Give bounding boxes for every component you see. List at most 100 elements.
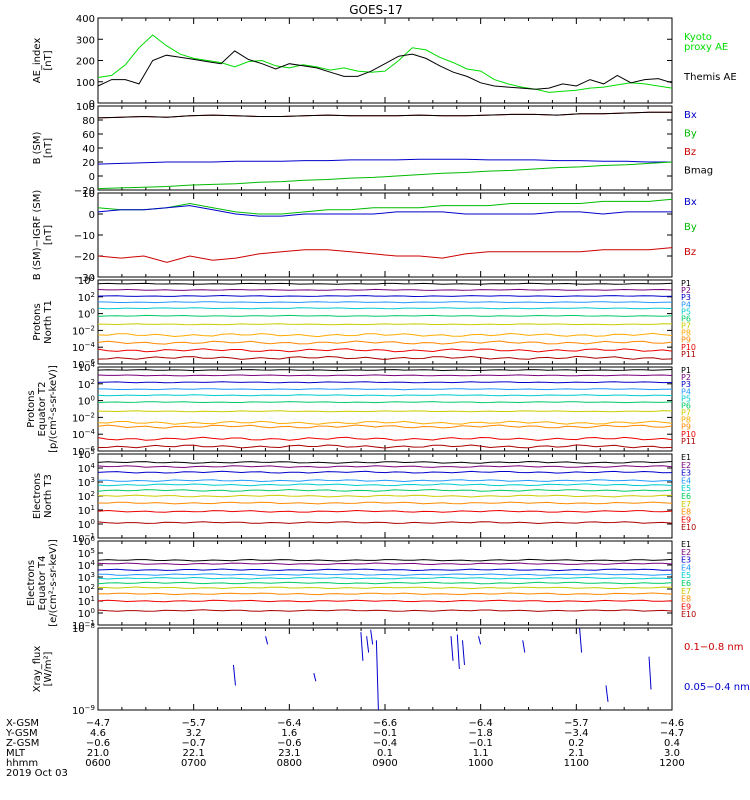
- xray-burst: [366, 636, 370, 653]
- channel-label: P3: [681, 380, 691, 389]
- channel-line: [97, 294, 673, 298]
- xray-burst: [605, 685, 609, 702]
- y-axis-label: Equator T2: [37, 382, 48, 437]
- panel-frame: [97, 192, 673, 278]
- ephemeris-value: 0.2: [568, 738, 584, 749]
- panel-xray: 10−8 10−9 Xray_flux [W/m²] 0.1−0.8 nm 0.05−0.…: [32, 622, 750, 717]
- y-tick-label: 10−1: [72, 532, 95, 545]
- xray-burst: [360, 632, 364, 661]
- ephemeris-value: 21.0: [87, 748, 109, 759]
- channel-label: E2: [681, 548, 691, 557]
- channel-label: E5: [681, 571, 691, 580]
- channel-line: [97, 314, 673, 317]
- y-tick-label: 300: [76, 35, 95, 46]
- series-line: [97, 198, 673, 215]
- channel-label: P7: [681, 322, 691, 331]
- channel-label: E8: [681, 508, 691, 517]
- channel-label: E4: [681, 476, 691, 485]
- legend-entry: By: [684, 222, 697, 233]
- channel-label: E1: [681, 453, 691, 462]
- y-axis-label: North T1: [43, 300, 54, 344]
- y-tick-label: 100: [78, 308, 95, 321]
- channel-label: P1: [681, 279, 691, 288]
- y-axis-label: Protons: [26, 390, 37, 427]
- ephemeris-value: 3.0: [664, 748, 680, 759]
- channel-line: [97, 465, 673, 469]
- ephemeris-value: 0.1: [377, 748, 393, 759]
- y-axis-label: North T3: [43, 474, 54, 518]
- ephemeris-row-label: X-GSM: [6, 718, 39, 729]
- series-line: [97, 50, 673, 90]
- y-tick-label: 100: [78, 607, 95, 620]
- xray-burst: [232, 664, 236, 686]
- ephemeris-value: 23.1: [278, 748, 300, 759]
- y-tick-label: 105: [78, 547, 95, 560]
- channel-line: [97, 307, 673, 310]
- y-tick-label: 10−1: [72, 619, 95, 632]
- xray-burst: [375, 640, 379, 711]
- channel-label: P4: [681, 300, 691, 309]
- y-axis-label: Xray_flux: [32, 646, 43, 693]
- channel-line: [97, 424, 673, 429]
- ephemeris-value: −3.4: [564, 728, 588, 739]
- y-tick-label: 103: [78, 571, 95, 584]
- channel-label: P9: [681, 336, 691, 345]
- channel-label: E3: [681, 469, 691, 478]
- ephemeris-value: −0.6: [277, 738, 301, 749]
- channel-label: E10: [681, 523, 696, 532]
- y-tick-label: 102: [78, 490, 95, 503]
- y-tick-label: −20: [74, 186, 95, 197]
- ephemeris-row-label: hhmm: [6, 758, 38, 769]
- y-tick-label: 400: [76, 14, 95, 25]
- y-tick-label: 10−8: [72, 622, 95, 635]
- channel-line: [98, 573, 673, 576]
- y-tick-label: 102: [78, 583, 95, 596]
- channel-label: P5: [681, 394, 691, 403]
- ephemeris-table: X-GSM −4.7 −5.7 −6.4 −6.6 −6.4 −5.7 −4.6 Y-GSM 4.…: [5, 718, 685, 779]
- ephemeris-value: 3.2: [186, 728, 202, 739]
- channel-label: P7: [681, 409, 691, 418]
- channel-line: [97, 568, 673, 572]
- channel-line: [97, 521, 673, 525]
- channel-line: [97, 479, 673, 483]
- channel-line: [97, 509, 673, 513]
- channel-line: [97, 374, 673, 377]
- legend-entry: Bx: [684, 110, 697, 121]
- channel-line: [97, 301, 673, 304]
- ephemeris-value: −4.7: [660, 728, 684, 739]
- channel-label: E7: [681, 587, 691, 596]
- channel-line: [97, 576, 673, 580]
- y-tick-label: 40: [82, 144, 95, 155]
- channel-label: E4: [681, 563, 691, 572]
- plot-title: GOES-17: [349, 3, 403, 17]
- channel-line: [97, 323, 673, 326]
- panel-protons-t2: 104 102 100 10−2 10−4 10−6 Protons Equator T2 [p…: [26, 361, 696, 458]
- legend-entry: 0.1−0.8 nm: [684, 642, 743, 653]
- channel-line: [97, 348, 673, 353]
- channel-label: P9: [681, 423, 691, 432]
- xray-burst: [265, 636, 269, 645]
- y-tick-label: 101: [78, 595, 95, 608]
- y-tick-label: 100: [78, 518, 95, 531]
- xray-burst: [522, 640, 526, 653]
- xray-burst: [370, 629, 374, 645]
- channel-line: [97, 558, 673, 562]
- channel-label: E1: [681, 540, 691, 549]
- channel-line: [97, 609, 673, 612]
- y-tick-label: 100: [76, 102, 95, 113]
- ephemeris-value: 0.4: [664, 738, 680, 749]
- ephemeris-value: 0700: [181, 758, 206, 769]
- channel-line: [97, 483, 673, 487]
- channel-line: [97, 444, 673, 449]
- panel-frame: [97, 105, 673, 191]
- legend-entry: Bz: [684, 247, 696, 258]
- y-tick-label: 100: [78, 395, 95, 408]
- channel-label: E2: [681, 461, 691, 470]
- channel-line: [97, 592, 673, 596]
- y-axis-label: Protons: [32, 303, 43, 340]
